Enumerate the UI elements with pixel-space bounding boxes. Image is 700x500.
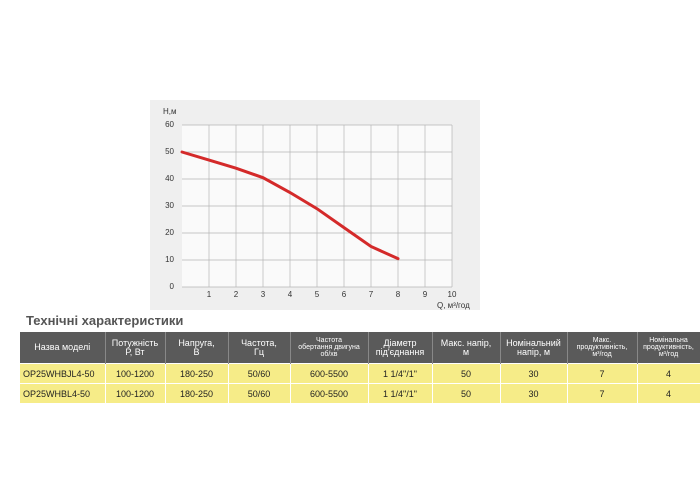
- header-text: Частота: [316, 337, 342, 344]
- x-tick-label: 1: [207, 290, 212, 299]
- table-cell: 50: [432, 363, 501, 384]
- header-text: продуктивність,: [576, 344, 628, 351]
- x-tick-label: 10: [448, 290, 457, 299]
- header-cell: Макс. напір, м: [432, 332, 501, 364]
- table-cell: OP25WHBJL4-50: [20, 363, 106, 384]
- header-text: Частота,: [241, 337, 277, 348]
- x-tick-label: 3: [261, 290, 266, 299]
- header-text: об/хв: [320, 351, 338, 358]
- header-text: під'єднання: [375, 346, 425, 357]
- header-cell: Номінальний напір, м: [500, 332, 568, 364]
- header-cell: Діаметр під'єднання: [368, 332, 433, 364]
- x-tick-label: 6: [342, 290, 347, 299]
- header-text: Напруга,: [178, 337, 215, 348]
- header-text: Гц: [253, 346, 265, 357]
- table-cell: 1 1/4"/1": [368, 363, 433, 384]
- header-text: м³/год: [592, 351, 612, 358]
- header-cell: Частота, Гц: [228, 332, 291, 364]
- header-text: Номінальна: [649, 337, 688, 344]
- y-tick-label: 10: [165, 255, 174, 264]
- x-tick-label: 4: [288, 290, 293, 299]
- header-cell: Макс. продуктивність, м³/год: [567, 332, 638, 364]
- y-tick-label: 0: [170, 282, 175, 291]
- table-cell: OP25WHBL4-50: [20, 383, 106, 403]
- table-cell: 100-1200: [105, 363, 166, 384]
- header-cell: Номінальна продуктивність, м³/год: [637, 332, 700, 364]
- table-title: Технічні характеристики: [26, 313, 184, 328]
- table-body: OP25WHBJL4-50 100-1200 180-250 50/60 600-550…: [20, 363, 700, 403]
- table-cell: 4: [637, 363, 700, 384]
- header-text: Номінальний: [506, 337, 561, 348]
- header-cell: Частота обертання двигуна об/хв: [290, 332, 369, 364]
- x-tick-label: 8: [396, 290, 401, 299]
- table-cell: 30: [500, 383, 568, 403]
- table-cell: 600-5500: [290, 363, 369, 384]
- header-text: Макс. напір,: [440, 337, 492, 348]
- y-tick-label: 60: [165, 120, 174, 129]
- header-cell: Напруга, В: [165, 332, 229, 364]
- header-cell: Потужність Р, Вт: [105, 332, 166, 364]
- header-text: Назва моделі: [34, 342, 91, 352]
- header-row: Назва моделі Потужність Р, Вт Напруга, В Част…: [20, 332, 700, 364]
- header-text: м: [462, 346, 470, 357]
- y-tick-label: 50: [165, 147, 174, 156]
- y-tick-label: 20: [165, 228, 174, 237]
- x-tick-label: 2: [234, 290, 239, 299]
- header-text: обертання двигуна: [298, 344, 360, 351]
- table-row: OP25WHBL4-50 100-1200 180-250 50/60 600-5500…: [20, 383, 700, 403]
- x-tick-label: 5: [315, 290, 320, 299]
- header-cell: Назва моделі: [20, 332, 106, 364]
- table-cell: 50/60: [228, 363, 291, 384]
- x-tick-label: 9: [423, 290, 428, 299]
- header-text: Діаметр: [383, 337, 417, 348]
- spec-table: Назва моделі Потужність Р, Вт Напруга, В Част…: [20, 332, 700, 403]
- x-tick-label: 7: [369, 290, 374, 299]
- y-axis-label: H,м: [163, 107, 177, 116]
- table-cell: 50/60: [228, 383, 291, 403]
- header-text: В: [193, 346, 200, 357]
- table-cell: 180-250: [165, 383, 229, 403]
- table-cell: 180-250: [165, 363, 229, 384]
- header-text: Макс.: [592, 337, 612, 344]
- y-tick-label: 30: [165, 201, 174, 210]
- table-row: OP25WHBJL4-50 100-1200 180-250 50/60 600-550…: [20, 363, 700, 384]
- header-text: м³/год: [658, 351, 679, 358]
- header-text: Р, Вт: [125, 346, 145, 357]
- header-text: напір, м: [516, 346, 551, 357]
- table-cell: 50: [432, 383, 501, 403]
- table-cell: 7: [567, 363, 638, 384]
- table-cell: 1 1/4"/1": [368, 383, 433, 403]
- header-text: продуктивність,: [643, 344, 694, 351]
- y-tick-label: 40: [165, 174, 174, 183]
- x-axis-label: Q, м³/год: [437, 301, 470, 310]
- table-cell: 4: [637, 383, 700, 403]
- table-cell: 600-5500: [290, 383, 369, 403]
- header-text: Потужність: [111, 337, 159, 348]
- pump-curve: [180, 150, 400, 261]
- chart: H,м Q, м³/год 0 10 20 30 40 50 60 1 2 3 4 5 6 7 8 9 10: [150, 100, 480, 310]
- table-cell: 100-1200: [105, 383, 166, 403]
- table-cell: 30: [500, 363, 568, 384]
- table-cell: 7: [567, 383, 638, 403]
